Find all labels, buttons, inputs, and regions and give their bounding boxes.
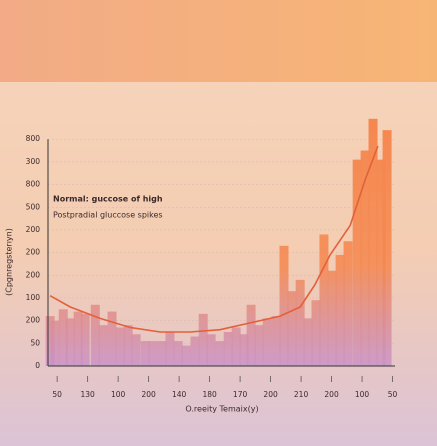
x-tick-label: 50 bbox=[52, 390, 62, 399]
bar bbox=[148, 341, 158, 366]
bar bbox=[223, 331, 233, 366]
x-axis-title: O.reeity Temaix(y) bbox=[185, 405, 258, 414]
y-tick-label: 100 bbox=[26, 293, 41, 302]
bar bbox=[115, 327, 125, 366]
y-tick-label: 200 bbox=[26, 270, 41, 279]
bar bbox=[65, 318, 75, 366]
bar bbox=[157, 341, 167, 366]
bar bbox=[181, 345, 191, 366]
annotation: Postpradial gluccose spikes bbox=[53, 211, 163, 220]
bar bbox=[279, 245, 289, 366]
bar bbox=[190, 336, 200, 366]
bar bbox=[198, 313, 208, 366]
x-tick-label: 210 bbox=[294, 390, 309, 399]
bar bbox=[319, 234, 329, 366]
bar bbox=[239, 334, 249, 366]
bar bbox=[311, 300, 321, 366]
bar bbox=[140, 341, 150, 366]
x-tick-label: 170 bbox=[233, 390, 248, 399]
bar bbox=[45, 316, 55, 366]
x-tick-label: 100 bbox=[355, 390, 370, 399]
bar bbox=[295, 279, 305, 366]
bar bbox=[335, 254, 345, 366]
bar bbox=[262, 318, 272, 366]
bar bbox=[50, 320, 60, 366]
y-tick-label: 0 bbox=[35, 361, 40, 370]
bar bbox=[246, 304, 256, 366]
bar bbox=[215, 341, 225, 366]
bar bbox=[165, 331, 175, 366]
y-tick-label: 200 bbox=[26, 225, 41, 234]
bar bbox=[382, 130, 392, 366]
y-tick-label: 800 bbox=[26, 180, 41, 189]
x-tick-label: 130 bbox=[80, 390, 95, 399]
annotation: Normal: guccose of high bbox=[53, 195, 163, 204]
bar bbox=[73, 311, 83, 366]
bar bbox=[368, 118, 378, 366]
bar bbox=[206, 334, 216, 366]
x-tick-label: 140 bbox=[172, 390, 187, 399]
y-tick-label: 200 bbox=[26, 316, 41, 325]
x-tick-label: 200 bbox=[263, 390, 278, 399]
line bbox=[49, 145, 379, 333]
x-tick-label: 50 bbox=[388, 390, 398, 399]
y-tick-label: 50 bbox=[30, 338, 40, 347]
bar bbox=[376, 159, 386, 366]
bar bbox=[80, 313, 90, 366]
bar bbox=[98, 325, 108, 366]
bar bbox=[343, 241, 353, 366]
bar bbox=[90, 304, 100, 366]
bar bbox=[173, 341, 183, 366]
bar bbox=[107, 311, 117, 366]
y-axis-title: (Cpgnregsterıyn) bbox=[5, 228, 14, 296]
y-tick-label: 800 bbox=[26, 134, 41, 143]
y-tick-label: 500 bbox=[26, 202, 41, 211]
bar bbox=[58, 309, 68, 366]
bar bbox=[254, 325, 264, 366]
x-tick-label: 200 bbox=[141, 390, 156, 399]
y-tick-label: 300 bbox=[26, 157, 41, 166]
bar bbox=[123, 325, 133, 366]
bar bbox=[303, 318, 313, 366]
bar bbox=[131, 334, 141, 366]
y-tick-label: 200 bbox=[26, 248, 41, 257]
bar bbox=[231, 327, 241, 366]
bar bbox=[287, 291, 297, 366]
bar bbox=[271, 316, 281, 366]
x-tick-label: 200 bbox=[324, 390, 339, 399]
bar bbox=[327, 270, 337, 366]
bar bbox=[360, 150, 370, 366]
header-band bbox=[0, 0, 437, 82]
x-tick-label: 180 bbox=[202, 390, 217, 399]
bar bbox=[352, 159, 362, 366]
x-tick-label: 100 bbox=[111, 390, 126, 399]
